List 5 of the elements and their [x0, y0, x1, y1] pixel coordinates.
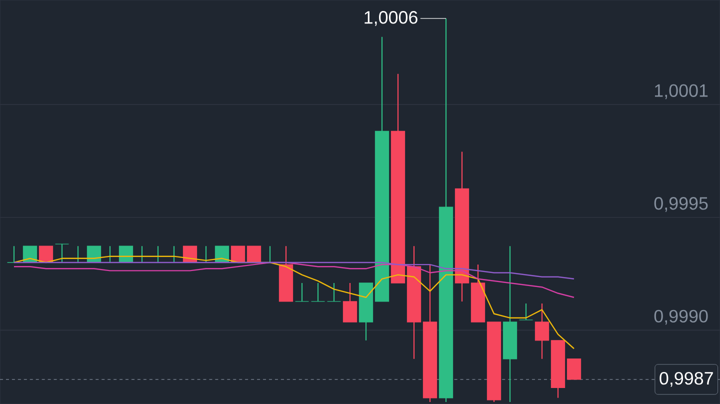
- y-tick-label: 0,9990: [654, 310, 708, 325]
- y-tick-label: 0,9995: [654, 197, 708, 212]
- ref-line-label: 0,9987: [660, 372, 713, 387]
- annotation: 1,0006: [364, 11, 418, 26]
- y-tick-label: 1,0001: [654, 84, 708, 100]
